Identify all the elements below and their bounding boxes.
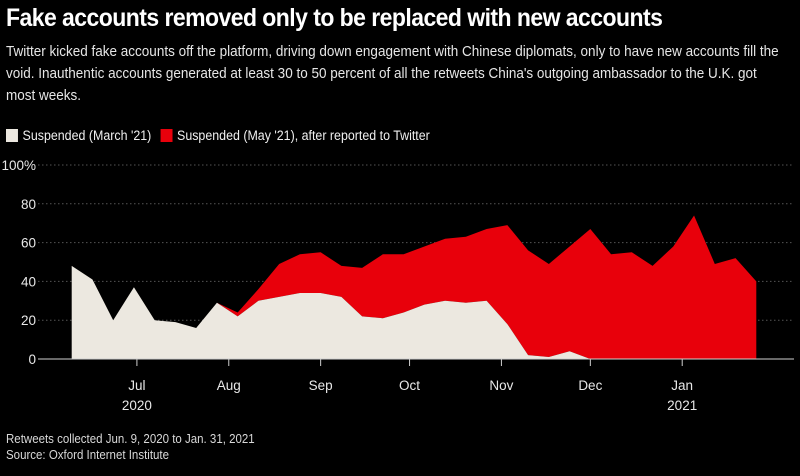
chart-title: Fake accounts removed only to be replace…: [6, 4, 663, 32]
legend-swatch-may: [160, 128, 173, 142]
legend-label-march: Suspended (March '21): [22, 127, 152, 143]
x-tick-label: Nov: [489, 378, 513, 393]
footer-source: Source: Oxford Internet Institute: [6, 448, 170, 462]
series-area-may: [71, 215, 757, 359]
x-tick-label: Jul: [128, 378, 145, 393]
y-tick-label: 80: [21, 197, 36, 212]
y-tick-label: 20: [21, 313, 36, 328]
legend-item-march: Suspended (March '21): [6, 128, 151, 143]
x-tick-label: Jan: [671, 378, 693, 393]
x-tick-label: Oct: [399, 378, 420, 393]
x-tick-label: Dec: [578, 378, 602, 393]
footer-note: Retweets collected Jun. 9, 2020 to Jan. …: [6, 432, 255, 446]
y-tick-label: 60: [21, 236, 36, 251]
x-tick-label: Sep: [309, 378, 333, 393]
footer: Retweets collected Jun. 9, 2020 to Jan. …: [6, 431, 255, 463]
series-area-march: [71, 265, 757, 359]
y-tick-label: 40: [21, 274, 36, 289]
y-tick-label: 0: [28, 352, 36, 367]
x-year-label: 2020: [122, 398, 152, 413]
legend-item-may: Suspended (May '21), after reported to T…: [160, 127, 430, 143]
x-year-label: 2021: [667, 398, 697, 413]
y-tick-label: 100%: [1, 158, 36, 173]
x-tick-label: Aug: [217, 378, 241, 393]
legend-swatch-march: [6, 128, 18, 142]
legend: Suspended (March '21) Suspended (May '21…: [6, 126, 439, 144]
legend-label-may: Suspended (May '21), after reported to T…: [177, 127, 430, 143]
chart-subtitle: Twitter kicked fake accounts off the pla…: [6, 43, 779, 104]
